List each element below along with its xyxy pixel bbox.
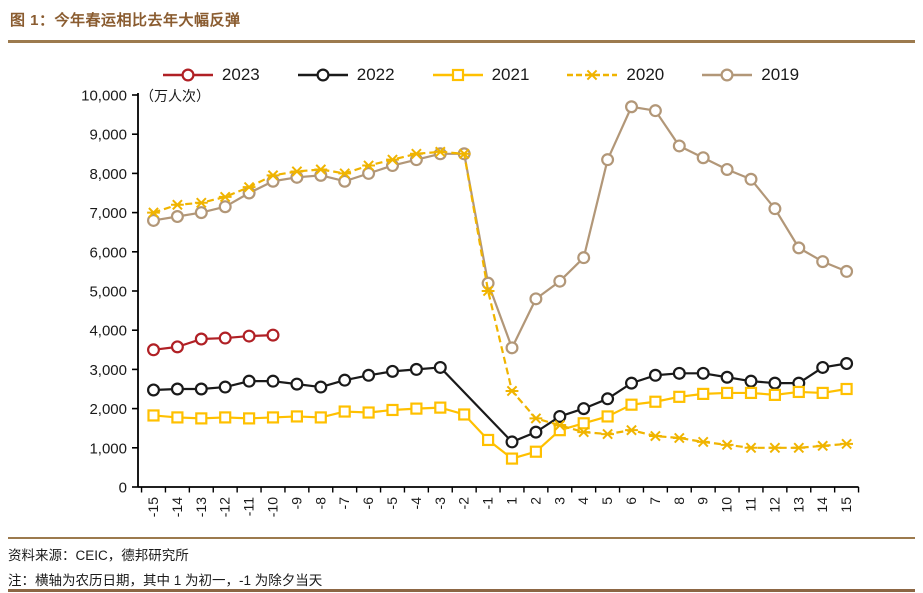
svg-text:3: 3: [551, 497, 567, 505]
svg-text:8,000: 8,000: [89, 166, 127, 183]
figure-bottom-border: [8, 589, 915, 592]
svg-text:9: 9: [695, 497, 711, 505]
legend-marker-2023: [162, 68, 213, 82]
svg-text:3,000: 3,000: [89, 362, 127, 379]
legend-item-2019: 2019: [700, 65, 799, 85]
svg-text:4: 4: [575, 497, 591, 505]
svg-text:2: 2: [527, 497, 543, 505]
legend-label: 2019: [761, 65, 800, 84]
svg-text:-5: -5: [384, 497, 400, 510]
svg-text:13: 13: [790, 497, 806, 513]
svg-text:10: 10: [719, 497, 735, 513]
legend-marker-2021: [432, 68, 483, 82]
svg-text:5: 5: [599, 497, 615, 505]
svg-text:0: 0: [119, 480, 127, 497]
svg-text:1: 1: [504, 497, 520, 505]
svg-text:-3: -3: [432, 497, 448, 510]
svg-text:2,000: 2,000: [89, 401, 127, 418]
legend-marker-2022: [297, 68, 348, 82]
svg-text:4,000: 4,000: [89, 323, 127, 340]
svg-text:14: 14: [814, 497, 830, 513]
chart-legend: 2023 2022 2021 2020 2019: [150, 63, 810, 87]
svg-text:15: 15: [838, 497, 854, 513]
line-chart: 0 1,000 2,000 3,000 4,000 5,000 6,000 7,000 8,00…: [81, 88, 860, 517]
svg-text:7: 7: [647, 497, 663, 505]
svg-text:-1: -1: [480, 497, 496, 510]
svg-text:-7: -7: [336, 497, 352, 510]
svg-text:7,000: 7,000: [89, 205, 127, 222]
legend-label: 2021: [491, 65, 530, 84]
svg-text:10,000: 10,000: [81, 88, 127, 105]
legend-label: 2020: [626, 65, 665, 84]
svg-text:-15: -15: [145, 497, 161, 517]
svg-text:-2: -2: [456, 497, 472, 510]
svg-text:6,000: 6,000: [89, 244, 127, 261]
svg-text:8: 8: [671, 497, 687, 505]
chart-footer-divider: [8, 537, 915, 539]
title-divider: [8, 40, 915, 43]
legend-item-2022: 2022: [296, 65, 395, 85]
figure-title: 图 1：今年春运相比去年大幅反弹: [10, 12, 241, 29]
svg-text:-6: -6: [360, 497, 376, 510]
svg-text:-14: -14: [169, 497, 185, 517]
svg-text:5,000: 5,000: [89, 284, 127, 301]
legend-item-2021: 2021: [431, 65, 530, 85]
legend-marker-2020: [567, 69, 618, 81]
legend-label: 2023: [221, 65, 260, 84]
source-line: 资料来源：CEIC，德邦研究所: [8, 548, 189, 563]
svg-text:-11: -11: [241, 497, 257, 516]
svg-text:-10: -10: [265, 497, 281, 517]
legend-marker-2019: [702, 68, 753, 82]
legend-label: 2022: [356, 65, 395, 84]
svg-text:6: 6: [623, 497, 639, 505]
svg-text:1,000: 1,000: [89, 440, 127, 457]
svg-text:-12: -12: [217, 497, 233, 517]
note-line: 注：横轴为农历日期，其中 1 为初一，-1 为除夕当天: [8, 573, 323, 588]
svg-text:12: 12: [766, 497, 782, 513]
svg-text:11: 11: [743, 497, 759, 512]
svg-text:-9: -9: [288, 497, 304, 510]
svg-text:-8: -8: [312, 497, 328, 510]
svg-text:9,000: 9,000: [89, 127, 127, 144]
svg-text:-4: -4: [408, 497, 424, 510]
y-axis-unit-label: （万人次）: [140, 88, 210, 104]
legend-item-2020: 2020: [565, 65, 664, 85]
legend-item-2023: 2023: [161, 65, 260, 85]
svg-text:-13: -13: [193, 497, 209, 517]
